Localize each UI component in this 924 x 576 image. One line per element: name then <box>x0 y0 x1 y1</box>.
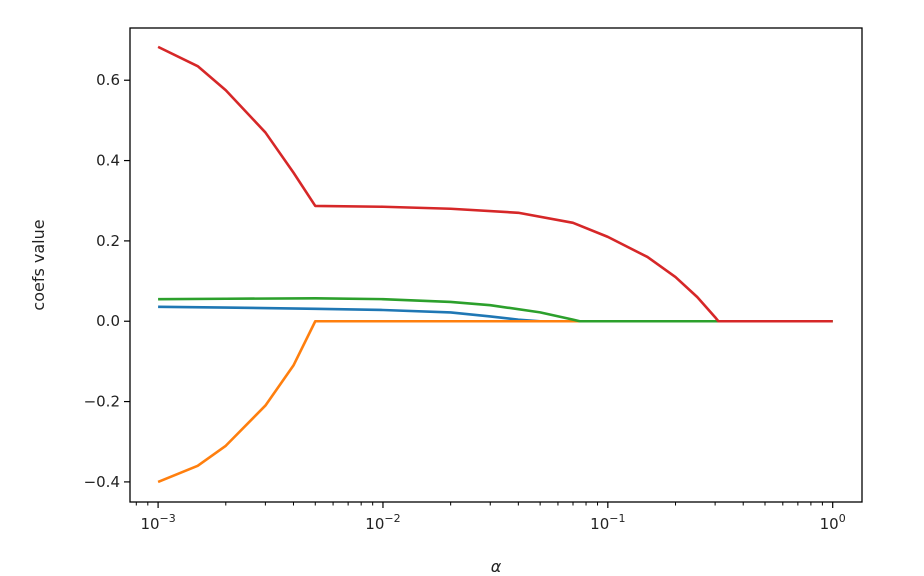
series-layer <box>157 45 833 484</box>
ticks-layer: −0.4 −0.2 0.0 0.2 0.4 0.6 10−3 10−2 10−1 100 <box>84 71 846 533</box>
series-line-1 <box>158 305 833 323</box>
x-tick-label: 10−1 <box>590 512 625 533</box>
series-line-2 <box>157 319 833 484</box>
y-tick-label: 0.4 <box>96 152 120 170</box>
y-tick-label: −0.2 <box>84 393 120 411</box>
x-tick-label: 10−3 <box>140 512 175 533</box>
x-tick-label: 10−2 <box>365 512 400 533</box>
y-tick-label: 0.2 <box>96 232 120 250</box>
series-line-4 <box>157 45 833 323</box>
y-tick-label: 0.6 <box>96 71 120 89</box>
y-tick-label: −0.4 <box>84 473 120 491</box>
y-axis-label: coefs value <box>29 219 48 310</box>
plot-frame <box>129 27 863 503</box>
y-tick-label: 0.0 <box>96 312 120 330</box>
x-tick-label: 100 <box>820 512 846 533</box>
series-line-3 <box>158 297 833 323</box>
x-axis-label: α <box>491 557 502 576</box>
